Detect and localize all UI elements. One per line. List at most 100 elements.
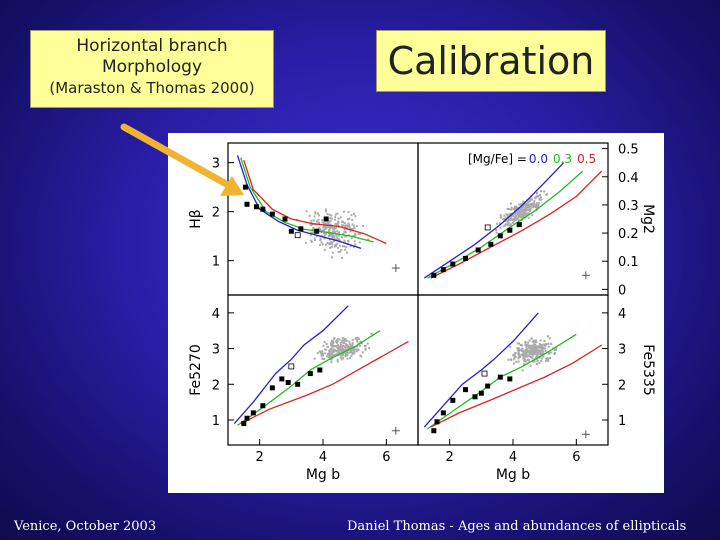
galaxy-point [537, 351, 540, 354]
galaxy-point [337, 221, 340, 224]
galaxy-point [321, 350, 324, 353]
galaxy-point [518, 212, 521, 215]
x-axis-label: Mg b [496, 467, 530, 483]
panel-top-left: 1 2 3 Hβ [188, 142, 419, 296]
galaxy-point [341, 347, 344, 350]
globular-cluster-point [485, 383, 491, 389]
galaxy-point [529, 355, 532, 358]
galaxy-point [529, 199, 532, 202]
galaxy-point [538, 352, 541, 355]
galaxy-point [535, 206, 538, 209]
galaxy-point [530, 198, 533, 201]
galaxy-point [346, 351, 349, 354]
galaxy-point [528, 354, 531, 357]
galaxy-point [530, 202, 533, 205]
galaxy-point [540, 347, 543, 350]
galaxy-point [510, 206, 513, 209]
galaxy-point [310, 239, 313, 242]
galaxy-point [336, 345, 339, 348]
galaxy-point [336, 353, 339, 356]
galaxy-point [342, 348, 345, 351]
galaxy-point [328, 351, 331, 354]
galaxy-point [327, 356, 330, 359]
galaxy-point [506, 207, 509, 210]
galaxy-point [521, 349, 524, 352]
galaxy-point [353, 212, 356, 215]
galaxy-point [529, 198, 532, 201]
galaxy-point [338, 250, 341, 253]
galaxy-point [515, 224, 518, 227]
galaxy-point [522, 350, 525, 353]
galaxy-point [359, 354, 362, 357]
galaxy-point [531, 348, 534, 351]
galaxy-point [343, 231, 346, 234]
galaxy-point [337, 351, 340, 354]
galaxy-point [305, 210, 308, 213]
galaxy-point [319, 238, 322, 241]
galaxy-point [332, 230, 335, 233]
galaxy-point [362, 224, 365, 227]
globular-cluster-point [463, 387, 468, 393]
galaxy-point [499, 226, 502, 229]
galaxy-point [543, 343, 546, 346]
galaxy-point [350, 354, 353, 357]
globular-cluster-point [450, 261, 456, 267]
galaxy-point [341, 353, 344, 356]
galaxy-point [527, 200, 530, 203]
galaxy-point [553, 353, 556, 356]
galaxy-point [320, 354, 323, 357]
galaxy-point [528, 346, 531, 349]
galaxy-point [338, 348, 341, 351]
galaxy-point [325, 243, 328, 246]
galaxy-point [310, 219, 313, 222]
hb-title-line2: Morphology [102, 57, 202, 77]
y-axis-label: Fe5335 [640, 344, 656, 396]
galaxy-point [313, 215, 316, 218]
globular-cluster-point [260, 206, 266, 212]
galaxy-point [531, 345, 534, 348]
galaxy-point [317, 214, 320, 217]
galaxy-point [512, 354, 515, 357]
galaxy-point [344, 351, 347, 354]
globular-cluster-point [472, 394, 478, 400]
galaxy-point [321, 221, 324, 224]
galaxy-point [529, 210, 532, 213]
galaxy-point [347, 223, 350, 226]
galaxy-point [518, 215, 521, 218]
galaxy-point [524, 353, 527, 356]
galaxy-data-cloud [296, 208, 370, 259]
globular-cluster-point [314, 228, 320, 234]
open-symbol-point [294, 232, 301, 239]
galaxy-point [534, 206, 537, 209]
galaxy-point [522, 352, 525, 355]
galaxy-point [331, 351, 334, 354]
galaxy-point [529, 203, 532, 206]
galaxy-point [331, 241, 334, 244]
galaxy-point [347, 240, 350, 243]
galaxy-point [318, 350, 321, 353]
galaxy-point [333, 239, 336, 242]
galaxy-point [545, 193, 548, 196]
galaxy-point [538, 342, 541, 345]
y-tick-label: 3 [212, 343, 220, 358]
galaxy-point [336, 229, 339, 232]
galaxy-point [522, 200, 525, 203]
galaxy-point [358, 241, 361, 244]
galaxy-point [525, 354, 528, 357]
galaxy-point [542, 347, 545, 350]
galaxy-point [519, 211, 522, 214]
globular-cluster-point [282, 216, 288, 222]
galaxy-point [341, 354, 344, 357]
galaxy-point [521, 214, 524, 217]
galaxy-point [330, 234, 333, 237]
galaxy-point [329, 246, 332, 249]
galaxy-point [506, 213, 509, 216]
x-tick-label: 2 [446, 450, 454, 465]
galaxy-point [495, 229, 498, 232]
galaxy-point [344, 235, 347, 238]
galaxy-point [515, 205, 518, 208]
galaxy-point [350, 350, 353, 353]
galaxy-point [539, 339, 542, 342]
legend-value-0.0: 0.0 [529, 152, 548, 166]
galaxy-point [527, 216, 530, 219]
